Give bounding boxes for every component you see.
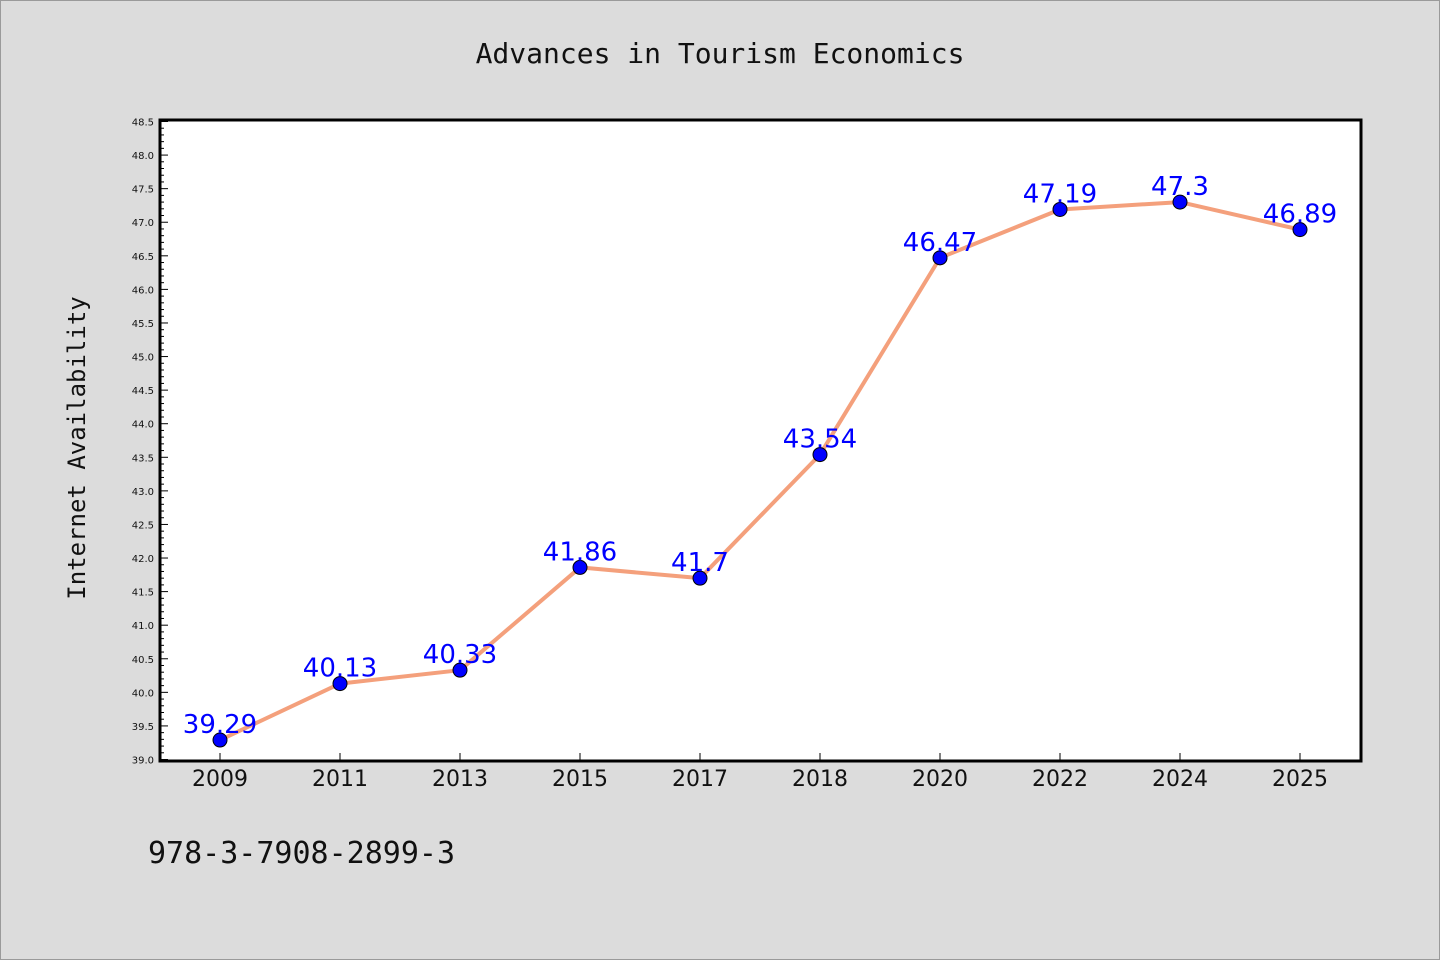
data-label: 46.89 [1263, 200, 1337, 230]
data-point [452, 662, 468, 678]
data-label: 40.33 [423, 640, 497, 670]
y-tick-label: 39.5 [132, 722, 154, 733]
y-tick-label: 47.5 [132, 185, 154, 196]
data-label: 41.86 [543, 537, 617, 567]
data-label: 40.13 [303, 654, 377, 684]
y-tick-label: 44.5 [132, 386, 154, 397]
data-point [812, 447, 828, 463]
y-tick-label: 47.0 [132, 218, 154, 229]
y-tick-label: 48.5 [132, 118, 154, 129]
y-tick-label: 40.0 [132, 688, 154, 699]
y-tick-label: 40.5 [132, 655, 154, 666]
data-label: 46.47 [903, 228, 977, 258]
y-tick-label: 41.5 [132, 588, 154, 599]
x-tick-label: 2013 [432, 767, 488, 792]
y-tick-label: 42.5 [132, 520, 154, 531]
data-point [1292, 222, 1308, 238]
data-point [332, 676, 348, 692]
data-label: 47.19 [1023, 179, 1097, 209]
data-point [692, 570, 708, 586]
y-tick-label: 44.0 [132, 420, 154, 431]
y-tick-label: 41.0 [132, 621, 154, 632]
isbn-annotation: 978-3-7908-2899-3 [148, 836, 455, 871]
x-tick-label: 2020 [912, 767, 968, 792]
data-label: 41.7 [671, 548, 729, 578]
x-tick-label: 2022 [1032, 767, 1088, 792]
y-tick-label: 42.0 [132, 554, 154, 565]
y-axis: 39.0 39.5 40.0 40.5 41.0 41.5 42.0 42.5 43.0 43.5… [132, 118, 168, 767]
y-tick-label: 39.0 [132, 756, 154, 767]
x-tick-label: 2017 [672, 767, 728, 792]
data-point [932, 250, 948, 266]
plot-area [158, 118, 1363, 763]
data-point [212, 732, 228, 748]
series-markers [212, 194, 1308, 748]
data-label: 47.3 [1151, 172, 1209, 202]
data-label: 43.54 [783, 425, 857, 455]
data-point [572, 559, 588, 575]
series-line [218, 200, 1302, 743]
x-tick-label: 2015 [552, 767, 608, 792]
x-tick-label: 2011 [312, 767, 368, 792]
y-tick-label: 45.0 [132, 353, 154, 364]
x-tick-label: 2018 [792, 767, 848, 792]
y-tick-label: 48.0 [132, 151, 154, 162]
chart-title: Advances in Tourism Economics [476, 37, 965, 70]
data-point [1052, 201, 1068, 217]
series-path [218, 200, 1302, 743]
y-axis-label: Internet Availability [63, 296, 91, 599]
x-axis: 2009 2011 2013 2015 2017 2018 2020 2022 2024 2025 [192, 753, 1328, 792]
y-tick-label: 45.5 [132, 319, 154, 330]
data-labels: 39.29 40.13 40.33 41.86 41.7 43.54 46.47 47.19 4… [183, 172, 1337, 740]
data-point [1172, 194, 1188, 210]
x-tick-label: 2009 [192, 767, 248, 792]
y-tick-label: 43.5 [132, 453, 154, 464]
y-tick-label: 46.5 [132, 252, 154, 263]
y-tick-label: 46.0 [132, 285, 154, 296]
x-tick-label: 2025 [1272, 767, 1328, 792]
x-tick-label: 2024 [1152, 767, 1208, 792]
y-tick-label: 43.0 [132, 487, 154, 498]
data-label: 39.29 [183, 710, 257, 740]
